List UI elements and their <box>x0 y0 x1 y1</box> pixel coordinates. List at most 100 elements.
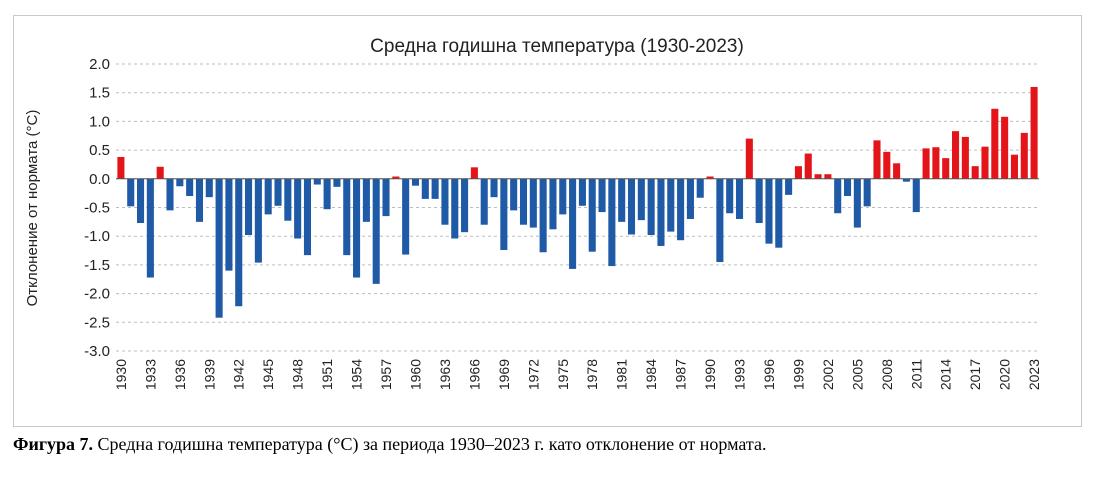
bar-2016 <box>961 136 969 179</box>
bar-1934 <box>156 166 164 179</box>
x-tick-label: 1987 <box>673 359 689 390</box>
x-tick-label: 1972 <box>525 359 541 390</box>
bar-1965 <box>461 178 469 233</box>
bar-2008 <box>883 151 891 179</box>
x-tick-label: 1939 <box>201 359 217 390</box>
x-tick-label: 1948 <box>290 359 306 390</box>
y-tick-label: -1.0 <box>84 228 110 245</box>
bar-1942 <box>235 178 243 307</box>
bar-1947 <box>284 178 292 221</box>
bar-1995 <box>755 178 763 223</box>
bar-1999 <box>794 166 802 179</box>
bar-1985 <box>657 178 665 246</box>
x-tick-label: 2020 <box>997 359 1013 390</box>
bar-2023 <box>1030 86 1038 179</box>
bar-1993 <box>735 178 744 219</box>
x-tick-label: 1984 <box>643 359 659 390</box>
x-tick-label: 1936 <box>172 359 188 390</box>
bar-1945 <box>264 178 272 215</box>
bar-2002 <box>824 174 832 179</box>
bar-1943 <box>245 178 253 236</box>
x-tick-label: 1957 <box>378 359 394 390</box>
bar-1952 <box>333 178 341 187</box>
bar-2021 <box>1010 154 1018 179</box>
bar-2001 <box>814 174 822 179</box>
bar-1983 <box>637 178 645 221</box>
bar-1940 <box>215 178 223 318</box>
bar-1941 <box>225 178 233 271</box>
bar-1984 <box>647 178 655 236</box>
bar-2017 <box>971 166 979 179</box>
bar-1949 <box>303 178 312 256</box>
y-tick-label: 1.0 <box>89 113 110 130</box>
x-tick-label: 2023 <box>1026 359 1042 390</box>
x-tick-label: 1963 <box>437 359 453 390</box>
bar-1977 <box>578 178 586 206</box>
bar-2022 <box>1020 132 1028 179</box>
chart-frame: Средна годишна температура (1930-2023) О… <box>13 15 1082 427</box>
y-tick-label: -1.5 <box>84 257 110 274</box>
bar-1991 <box>716 178 724 263</box>
bar-1970 <box>510 178 518 211</box>
figure-caption-label: Фигура 7. <box>13 434 94 454</box>
y-tick-label: -0.5 <box>84 200 110 217</box>
bar-1961 <box>421 178 429 199</box>
bar-1971 <box>519 178 528 225</box>
x-tick-label: 1975 <box>555 359 571 390</box>
bar-1981 <box>618 178 626 222</box>
bar-1936 <box>176 178 184 187</box>
x-tick-label: 1966 <box>466 359 482 390</box>
bar-1996 <box>765 178 773 244</box>
y-axis-label: Отклонение от нормата (°C) <box>24 110 41 307</box>
x-tick-label: 1951 <box>319 359 335 390</box>
y-axis-ticks: 2.0 1.5 1.0 0.5 0.0 -0.5 -1.0 -1.5 -2.0 -2.5 -3.0 <box>84 56 110 360</box>
x-tick-label: 1960 <box>407 359 423 390</box>
bar-1957 <box>382 178 390 217</box>
bar-1973 <box>539 178 547 253</box>
bar-2007 <box>873 140 881 179</box>
x-tick-label: 1993 <box>732 359 748 390</box>
y-tick-label: 2.0 <box>89 56 110 73</box>
bar-1930 <box>117 156 125 179</box>
y-tick-label: 1.5 <box>89 85 110 102</box>
bar-2019 <box>991 108 999 179</box>
x-tick-label: 1969 <box>496 359 512 390</box>
x-tick-label: 2014 <box>938 359 954 390</box>
y-tick-label: -2.0 <box>84 286 110 303</box>
gridlines <box>116 63 1039 352</box>
x-tick-label: 1999 <box>790 359 806 390</box>
figure-caption: Фигура 7. Средна годишна температура (°C… <box>13 434 767 455</box>
bar-1987 <box>677 178 685 241</box>
y-tick-label: 0.0 <box>89 171 110 188</box>
bar-1989 <box>696 178 704 198</box>
bar-1937 <box>186 178 194 197</box>
bar-2010 <box>902 178 910 182</box>
bar-1960 <box>411 178 420 186</box>
bar-1962 <box>431 178 439 199</box>
bar-1972 <box>529 178 537 228</box>
bar-1975 <box>559 178 567 215</box>
bar-1951 <box>323 178 331 210</box>
bar-1964 <box>451 178 459 239</box>
bar-2004 <box>843 178 852 197</box>
bar-1935 <box>166 178 174 211</box>
x-tick-label: 1990 <box>702 359 718 390</box>
bar-1932 <box>137 178 145 223</box>
bar-1980 <box>608 178 616 267</box>
y-tick-label: -3.0 <box>84 343 110 360</box>
x-tick-label: 1933 <box>142 359 158 390</box>
bar-1948 <box>294 178 302 239</box>
bar-1958 <box>392 176 400 179</box>
bar-1976 <box>569 178 577 269</box>
bar-1954 <box>353 178 361 278</box>
bar-1967 <box>480 178 488 225</box>
x-tick-label: 2011 <box>908 359 924 389</box>
x-tick-label: 2005 <box>849 359 865 390</box>
bar-1994 <box>745 138 753 179</box>
bar-1955 <box>362 178 370 222</box>
x-tick-label: 1978 <box>584 359 600 390</box>
x-axis-ticks: 1930 1933 1936 1939 1942 1945 1948 1951 1954 1957… <box>113 359 1042 390</box>
x-tick-label: 1930 <box>113 359 129 390</box>
bar-2015 <box>952 131 960 179</box>
bars <box>117 86 1038 318</box>
